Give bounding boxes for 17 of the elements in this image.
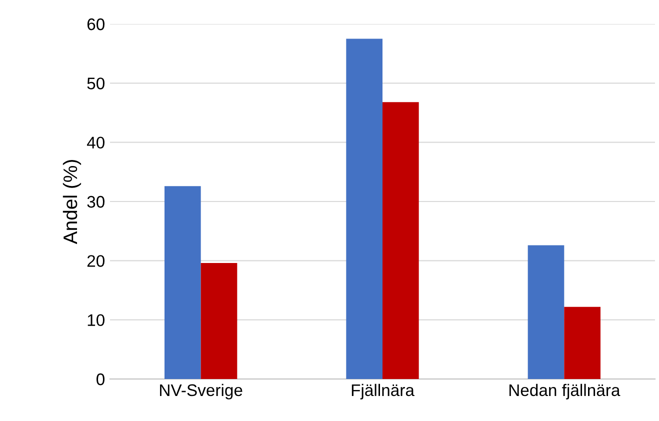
bar bbox=[528, 245, 564, 379]
x-tick-label: Fjällnära bbox=[352, 384, 414, 400]
y-tick-label: 20 bbox=[87, 255, 104, 267]
y-tick-label: 0 bbox=[96, 373, 104, 386]
x-tick-label: NV-Sverige bbox=[160, 384, 242, 400]
bar bbox=[382, 102, 419, 379]
y-tick-label: 10 bbox=[88, 314, 104, 326]
bar bbox=[346, 38, 382, 379]
y-tick-label: 30 bbox=[87, 196, 104, 208]
x-tick-label: Nedan fjällnära bbox=[509, 384, 620, 400]
y-tick-label: 40 bbox=[86, 136, 104, 149]
y-tick-label: 50 bbox=[87, 78, 104, 90]
bar bbox=[200, 263, 238, 379]
bar bbox=[164, 186, 201, 379]
y-tick-label: 60 bbox=[87, 18, 104, 30]
y-axis-title: Andel (%) bbox=[62, 160, 82, 244]
bar bbox=[564, 306, 600, 379]
